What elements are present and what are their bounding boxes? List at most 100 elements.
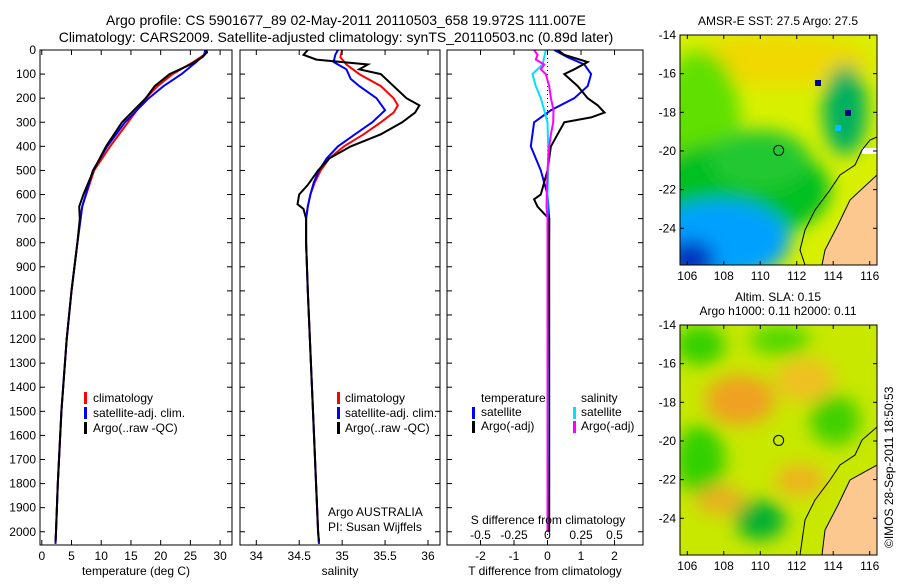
- y-tick-label: -16: [659, 67, 677, 81]
- y-tick-label: 600: [16, 188, 36, 202]
- x-tick-label: 1: [578, 549, 585, 563]
- legend-label: Argo(-adj): [481, 419, 534, 433]
- y-tick-label: -16: [659, 357, 677, 371]
- legend-label: climatology: [93, 391, 153, 405]
- title-line1: Argo profile: CS 5901677_89 02-May-2011 …: [106, 12, 586, 28]
- legend-swatch-satellite: [84, 407, 87, 419]
- temperature-xlabel: temperature (deg C): [82, 564, 190, 578]
- y-tick-label: -14: [659, 318, 677, 332]
- x-tick-label: 110: [751, 559, 770, 573]
- legend-swatch-climatology: [337, 392, 340, 404]
- series-line-argo-raw-qc-: [296, 50, 421, 542]
- x-tick-label: -2: [475, 549, 486, 563]
- salinity-legend: climatology satellite-adj. clim. Argo(..…: [328, 391, 437, 534]
- legend-swatch-satellite: [337, 407, 340, 419]
- x-tick-label: 0: [544, 549, 551, 563]
- legend-swatch-climatology: [84, 392, 87, 404]
- y-tick-label: 1500: [9, 404, 36, 418]
- legend-swatch-s-satellite: [573, 407, 576, 419]
- temperature-series: [54, 50, 209, 544]
- map-frame: [679, 34, 878, 266]
- title-line2: Climatology: CARS2009. Satellite-adjuste…: [59, 29, 614, 45]
- y-tick-label: 500: [16, 163, 36, 177]
- y-tick-label: 800: [16, 236, 36, 250]
- x-tick-label: 15: [124, 549, 138, 563]
- series-line-t-satellite: [529, 50, 593, 532]
- temperature-axes-frame: [39, 49, 233, 546]
- legend-label: satellite-adj. clim.: [345, 406, 437, 420]
- sla-map-axes: 106 108 110 112 114 116 -14 -16 -18 -20 -22 -24: [659, 318, 880, 573]
- x-tick-label: 106: [677, 559, 697, 573]
- y-tick-label: 1300: [9, 356, 36, 370]
- y-tick-label: 1000: [9, 284, 36, 298]
- x-tick-label: 108: [714, 269, 734, 283]
- credit: ©IMOS 28-Sep-2011 18:50:53: [882, 386, 896, 548]
- y-tick-label: -24: [659, 221, 677, 235]
- legend-swatch-argo: [337, 422, 340, 434]
- x-tick-label: 110: [751, 269, 770, 283]
- s-tick-label: 0.25: [569, 528, 593, 542]
- series-line-argo-raw-qc-: [54, 50, 209, 542]
- salinity-series: [296, 50, 421, 544]
- x-tick-label: 112: [787, 559, 806, 573]
- y-tick-label: -22: [659, 183, 677, 197]
- legend-label: climatology: [345, 391, 405, 405]
- legend-label: satellite: [581, 405, 622, 419]
- legend-label: satellite-adj. clim.: [93, 406, 185, 420]
- legend-label: Argo(..raw -QC): [93, 421, 178, 435]
- y-tick-label: 100: [16, 67, 36, 81]
- y-tick-label: -22: [659, 473, 677, 487]
- y-tick-label: -20: [659, 144, 677, 158]
- series-line-climatology: [54, 50, 207, 544]
- series-line-t-argo-adj-: [532, 50, 607, 532]
- difference-xlabel: T difference from climatology: [468, 564, 622, 578]
- sst-map-axes: 106 108 110 112 114 116 -14 -16 -18 -20 -22 -24: [659, 28, 880, 283]
- y-tick-label: 1600: [9, 428, 36, 442]
- s-axis-label: S difference from climatology: [471, 513, 626, 527]
- s-tick-label: -0.5: [470, 528, 491, 542]
- y-tick-label: 400: [16, 139, 36, 153]
- legend-swatch-t-argo: [472, 421, 475, 433]
- x-tick-label: 35: [335, 549, 349, 563]
- y-tick-label: 900: [16, 260, 36, 274]
- y-tick-label: 200: [16, 91, 36, 105]
- y-tick-label: -24: [659, 511, 677, 525]
- y-tick-label: 1400: [9, 380, 36, 394]
- x-tick-label: 36: [421, 549, 435, 563]
- y-tick-label: -20: [659, 434, 677, 448]
- legend-title-salinity: salinity: [581, 391, 618, 405]
- sla-map-image: [680, 325, 877, 555]
- y-tick-label: 0: [29, 43, 36, 57]
- x-tick-label: 116: [860, 559, 879, 573]
- sla-map-subtitle: Argo h1000: 0.11 h2000: 0.11: [699, 304, 856, 318]
- legend-swatch-s-argo: [573, 421, 576, 433]
- s-tick-label: 0.5: [606, 528, 623, 542]
- temperature-legend: climatology satellite-adj. clim. Argo(..…: [84, 391, 185, 435]
- s-tick-label: 0: [544, 528, 551, 542]
- x-tick-label: 34: [250, 549, 264, 563]
- legend-label: Argo(-adj): [581, 419, 634, 433]
- annotation-pi: PI: Susan Wijffels: [328, 520, 422, 534]
- y-tick-label: 1900: [9, 501, 36, 515]
- difference-axes-frame: [446, 49, 644, 546]
- s-tick-label: -0.25: [500, 528, 528, 542]
- x-tick-label: 2: [611, 549, 618, 563]
- legend-label: Argo(..raw -QC): [345, 421, 430, 435]
- difference-series: [529, 50, 607, 532]
- sla-map-title: Altim. SLA: 0.15: [735, 290, 821, 304]
- salinity-xlabel: salinity: [322, 564, 359, 578]
- x-tick-label: 108: [714, 559, 734, 573]
- series-line-satellite-adj-clim-: [54, 50, 207, 544]
- sst-map-image: [680, 35, 877, 265]
- x-tick-label: 10: [95, 549, 109, 563]
- annotation-argo: Argo AUSTRALIA: [328, 505, 423, 519]
- x-tick-label: 114: [824, 559, 843, 573]
- y-tick-label: 300: [16, 115, 36, 129]
- map-frame: [679, 324, 878, 556]
- x-tick-label: 116: [860, 269, 879, 283]
- x-tick-label: 5: [68, 549, 75, 563]
- sst-map-title: AMSR-E SST: 27.5 Argo: 27.5: [698, 14, 858, 28]
- y-tick-label: -14: [659, 28, 677, 42]
